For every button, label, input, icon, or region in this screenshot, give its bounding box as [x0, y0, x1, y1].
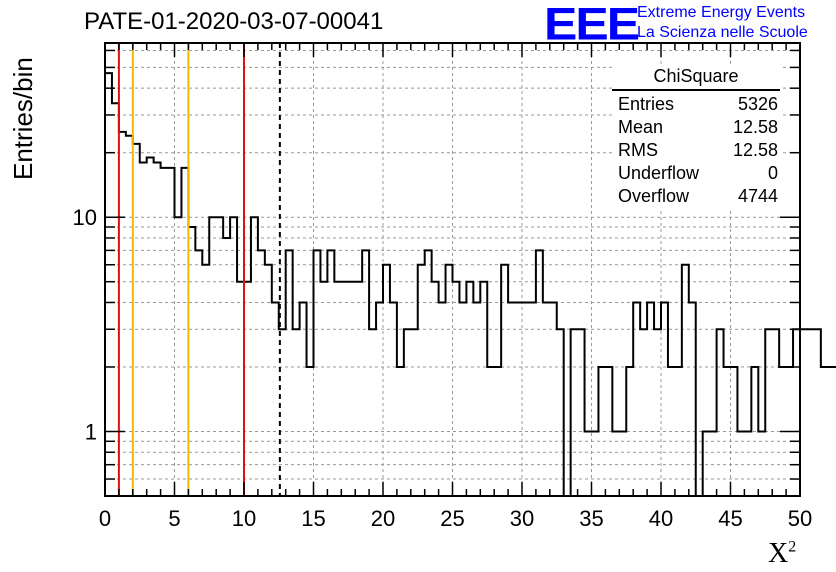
x-tick-label: 50 — [788, 506, 812, 531]
eee-logo: EEE — [544, 0, 640, 50]
stats-row: Entries 5326 — [618, 94, 778, 114]
x-tick-label: 25 — [440, 506, 464, 531]
y-tick-label: 10 — [73, 205, 97, 230]
x-tick-label: 45 — [718, 506, 742, 531]
chart-title: PATE-01-2020-03-07-00041 — [84, 8, 384, 35]
histogram-steps — [105, 72, 836, 497]
x-tick-label: 35 — [579, 506, 603, 531]
x-tick-label: 10 — [232, 506, 256, 531]
stats-title: ChiSquare — [612, 66, 780, 91]
stats-box: ChiSquare Entries 5326 Mean 12.58 RMS 12.58… — [612, 66, 780, 208]
x-tick-label: 40 — [649, 506, 673, 531]
stats-row: Underflow 0 — [618, 163, 778, 183]
x-tick-label: 20 — [371, 506, 395, 531]
stats-row: Overflow 4744 — [618, 186, 778, 206]
x-tick-label: 0 — [99, 506, 111, 531]
x-tick-label: 15 — [301, 506, 325, 531]
stats-row: Mean 12.58 — [618, 117, 778, 137]
grid-lines — [105, 43, 800, 497]
stats-row: RMS 12.58 — [618, 140, 778, 160]
axes: 0 5 10 15 20 25 30 35 40 45 50 1 10 — [73, 43, 812, 531]
y-axis-label: Entries/bin — [8, 57, 38, 180]
logo-line-2: La Scienza nelle Scuole — [637, 24, 808, 41]
y-tick-label: 1 — [85, 419, 97, 444]
histogram-series — [105, 72, 836, 497]
reference-lines — [117, 43, 281, 496]
x-tick-label: 5 — [168, 506, 180, 531]
logo-line-1: Extreme Energy Events — [637, 4, 806, 21]
x-axis-label: X2 — [768, 538, 797, 569]
x-tick-label: 30 — [510, 506, 534, 531]
